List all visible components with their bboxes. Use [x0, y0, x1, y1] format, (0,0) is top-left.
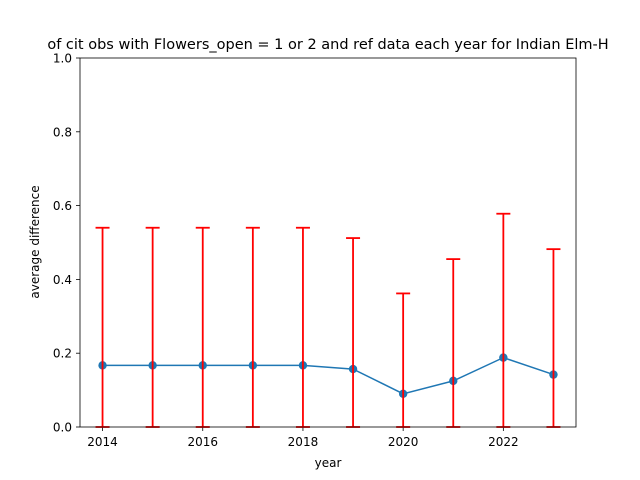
y-tick-label: 0.4 [53, 273, 72, 287]
x-tick-label: 2018 [288, 435, 319, 449]
y-tick-label: 0.6 [53, 199, 72, 213]
series-line [102, 356, 554, 395]
y-axis-label: average difference [28, 185, 42, 298]
y-tick-label: 0.8 [53, 125, 72, 139]
x-tick-label: 2016 [187, 435, 218, 449]
y-tick-label: 0.0 [53, 421, 72, 435]
x-tick-label: 2022 [488, 435, 519, 449]
x-axis-label: year [315, 456, 342, 470]
x-tick-label: 2014 [87, 435, 118, 449]
chart-title: of cit obs with Flowers_open = 1 or 2 an… [47, 37, 608, 53]
y-tick-label: 1.0 [53, 52, 72, 66]
x-tick-label: 2020 [388, 435, 419, 449]
plot-area: 2014 2016 2018 2020 2022 0.0 0.2 0.4 0.6 0.8 1.0 [53, 52, 577, 449]
y-tick-label: 0.2 [53, 347, 72, 361]
plot-frame [79, 57, 577, 428]
